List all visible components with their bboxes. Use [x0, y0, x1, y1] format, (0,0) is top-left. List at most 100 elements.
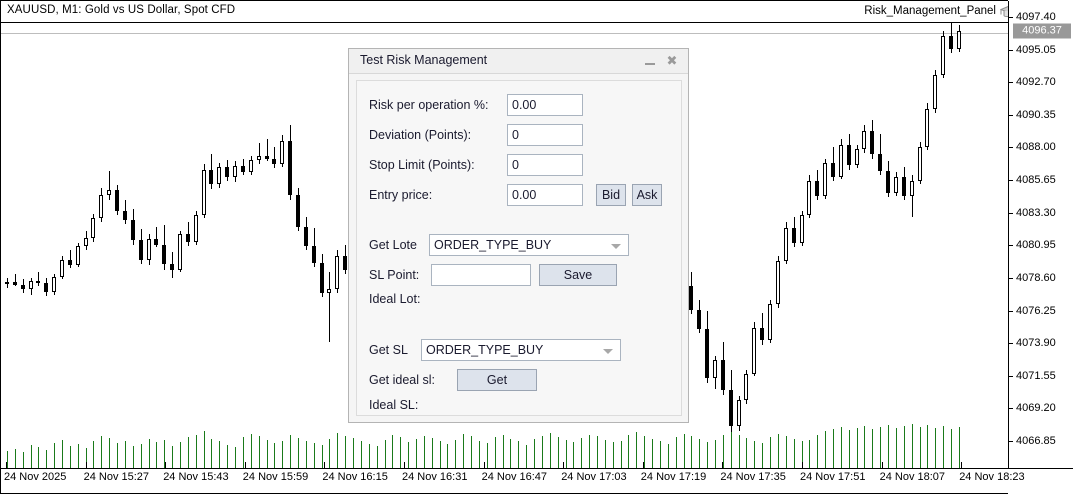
candle-body: [894, 176, 898, 194]
time-tick: [961, 462, 963, 468]
volume-bar: [621, 440, 622, 468]
volume-bar: [684, 434, 685, 468]
volume-bar: [156, 441, 157, 468]
sl-point-input[interactable]: [431, 264, 531, 286]
ask-button[interactable]: Ask: [632, 184, 662, 206]
candle-body: [855, 148, 859, 166]
volume-bar: [927, 424, 928, 468]
stop-limit-input[interactable]: [507, 154, 583, 176]
price-tick: [1008, 82, 1013, 84]
time-tick: [722, 462, 724, 468]
volume-bar: [668, 443, 669, 468]
time-axis-line: [1, 468, 1073, 469]
volume-bar: [959, 426, 960, 468]
time-tick: [6, 462, 7, 468]
candle-body: [84, 237, 88, 246]
candle-body: [312, 246, 316, 263]
volume-bar: [715, 440, 716, 468]
row-ideal-lot: Ideal Lot:: [357, 287, 681, 311]
candle-body: [225, 166, 229, 177]
get-button[interactable]: Get: [457, 369, 537, 391]
time-axis-label: 24 Nov 17:19: [640, 471, 707, 483]
deviation-input[interactable]: [507, 124, 583, 146]
volume-bar: [762, 443, 763, 468]
price-tick: [1008, 212, 1013, 214]
get-lote-dropdown[interactable]: ORDER_TYPE_BUY: [429, 234, 629, 256]
candle-body: [784, 227, 788, 262]
volume-bar: [7, 450, 8, 468]
price-axis-label: 4073.90: [1016, 337, 1056, 350]
candle-body: [170, 264, 174, 270]
candle-body: [776, 261, 780, 305]
volume-bar: [133, 445, 134, 468]
volume-bar: [180, 442, 181, 468]
time-axis-label: 24 Nov 16:15: [322, 471, 388, 483]
candle-wick: [912, 175, 913, 217]
candle-body: [902, 176, 906, 197]
candle-body: [343, 255, 347, 270]
get-sl-value: ORDER_TYPE_BUY: [426, 343, 544, 357]
stop-limit-label: Stop Limit (Points):: [369, 158, 475, 172]
time-axis-label: 24 Nov 2025: [4, 471, 67, 483]
volume-bar: [802, 441, 803, 468]
symbol-label: XAUUSD, M1: Gold vs US Dollar, Spot CFD: [7, 4, 236, 16]
candle-body: [831, 162, 835, 177]
price-tick: [1008, 343, 1013, 345]
volume-bar: [817, 434, 818, 468]
candle-body: [705, 329, 709, 378]
volume-bar: [31, 445, 32, 468]
risk-management-dialog[interactable]: Test Risk Management ✖ Risk per operatio…: [348, 48, 689, 423]
candle-body: [139, 240, 143, 260]
risk-per-operation-input[interactable]: [507, 94, 583, 116]
bid-price-line: [1, 33, 1008, 34]
dialog-body: Risk per operation %: Deviation (Points)…: [356, 80, 682, 416]
volume-bar: [778, 433, 779, 468]
save-button[interactable]: Save: [539, 264, 617, 286]
volume-bar: [526, 444, 527, 468]
dialog-titlebar[interactable]: Test Risk Management ✖: [349, 49, 688, 74]
time-axis-label: 24 Nov 18:23: [959, 471, 1025, 483]
price-axis-label: 4095.05: [1016, 43, 1056, 56]
price-axis-label: 4085.65: [1016, 174, 1056, 187]
candle-body: [862, 130, 866, 149]
volume-bar: [920, 426, 921, 468]
entry-price-input[interactable]: [507, 184, 583, 206]
row-entry-price: Entry price: Bid Ask: [357, 183, 681, 207]
time-axis-label: 24 Nov 17:35: [720, 471, 786, 483]
price-scale[interactable]: [1008, 0, 1074, 494]
candle-body: [107, 190, 111, 195]
price-axis-label: 4071.55: [1016, 369, 1056, 382]
candle-body: [52, 276, 56, 292]
volume-bar: [676, 437, 677, 468]
volume-bar: [597, 436, 598, 468]
minimize-icon[interactable]: [642, 53, 658, 69]
volume-bar: [550, 433, 551, 468]
close-icon[interactable]: ✖: [666, 53, 678, 68]
candle-body: [280, 140, 284, 165]
price-axis-label: 4076.25: [1016, 304, 1056, 317]
get-sl-dropdown[interactable]: ORDER_TYPE_BUY: [421, 339, 621, 361]
candle-body: [729, 390, 733, 427]
volume-bar: [400, 436, 401, 468]
price-tick: [1008, 375, 1013, 377]
chevron-down-icon: [603, 349, 613, 354]
volume-bar: [857, 427, 858, 468]
candle-body: [807, 180, 811, 216]
volume-bar: [896, 427, 897, 468]
candle-wick: [274, 147, 275, 169]
candle-body: [320, 262, 324, 294]
get-ideal-sl-label: Get ideal sl:: [369, 373, 436, 387]
time-axis-label: 24 Nov 16:47: [481, 471, 548, 483]
bid-button[interactable]: Bid: [596, 184, 626, 206]
volume-bar: [479, 440, 480, 468]
volume-bar: [392, 434, 393, 468]
volume-bar: [566, 440, 567, 468]
volume-bar: [329, 439, 330, 468]
get-lote-value: ORDER_TYPE_BUY: [434, 238, 552, 252]
candle-body: [815, 180, 819, 197]
volume-bar: [274, 442, 275, 468]
volume-bar: [38, 446, 39, 468]
candle-body: [115, 190, 119, 212]
time-axis-label: 24 Nov 18:07: [879, 471, 946, 483]
